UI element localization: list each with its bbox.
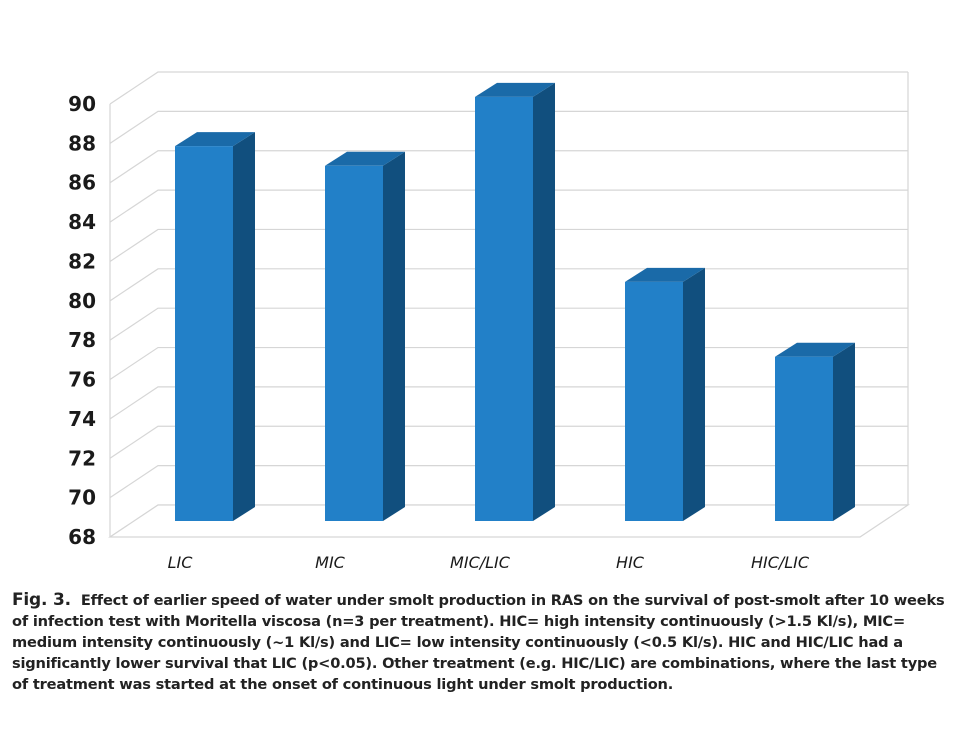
y-tick-label: 84	[68, 210, 96, 234]
bar-top	[625, 267, 705, 282]
y-tick-label: 86	[68, 171, 96, 195]
bar-front	[775, 356, 833, 521]
x-tick-label: LIC	[168, 553, 194, 570]
y-tick-label: 90	[68, 92, 96, 116]
gridline	[109, 71, 908, 105]
x-tick-label: HIC	[616, 553, 645, 570]
y-tick-label: 72	[68, 446, 96, 470]
y-tick-label: 74	[68, 407, 96, 431]
y-tick-label: 82	[68, 249, 96, 273]
gridline	[109, 189, 908, 223]
bar-side	[383, 151, 405, 522]
bar-front	[175, 146, 233, 522]
x-tick-label: HIC/LIC	[751, 553, 810, 570]
y-tick-label: 68	[68, 525, 96, 549]
x-axis-tick-labels: LIC MIC MIC/LIC HIC HIC/LIC	[168, 553, 810, 570]
y-tick-label: 70	[68, 486, 96, 510]
bar-front	[325, 165, 383, 522]
bar-top	[175, 132, 255, 147]
figure-caption-text: Effect of earlier speed of water under s…	[12, 592, 945, 693]
gridline	[109, 150, 908, 184]
bar-side	[233, 132, 255, 522]
x-tick-label: MIC/LIC	[450, 553, 511, 570]
bar-top	[775, 342, 855, 357]
y-tick-label: 88	[68, 131, 96, 155]
bar-side	[533, 82, 555, 522]
bar	[175, 132, 255, 522]
y-axis-tick-labels: 68 70 72 74 76 78 80 82 84 86 88 90	[68, 92, 96, 549]
gridlines	[109, 71, 909, 538]
y-tick-label: 80	[68, 289, 96, 313]
gridline	[109, 110, 908, 144]
bar-chart: 68 70 72 74 76 78 80 82 84 86 88 90 LIC MIC MIC/LIC HI…	[68, 71, 910, 570]
gridline	[109, 228, 908, 262]
y-tick-label: 76	[68, 368, 96, 392]
bar-top	[325, 151, 405, 166]
bar	[325, 151, 405, 522]
bar	[475, 82, 555, 522]
bar-front	[625, 281, 683, 521]
bar-side	[833, 342, 855, 521]
figure-caption: Fig. 3. Effect of earlier speed of water …	[12, 590, 950, 695]
x-tick-label: MIC	[315, 553, 346, 570]
y-tick-label: 78	[68, 328, 96, 352]
bar-top	[475, 82, 555, 97]
bar	[625, 267, 705, 521]
bar	[775, 342, 855, 521]
bar-front	[475, 96, 533, 522]
bars	[175, 82, 855, 522]
bar-side	[683, 267, 705, 521]
figure-label: Fig. 3.	[12, 590, 71, 610]
